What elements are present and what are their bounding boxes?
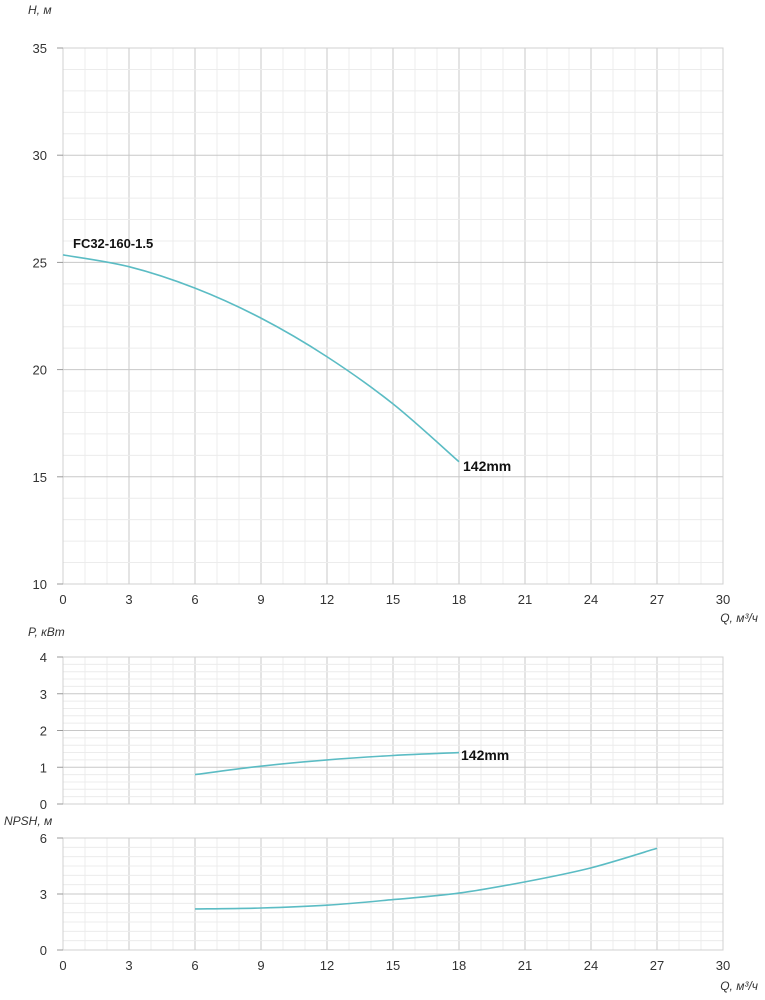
- y-tick-label: 35: [33, 41, 47, 56]
- x-tick-label: 3: [125, 592, 132, 607]
- x-tick-label: 27: [650, 958, 664, 973]
- curve-label: 142mm: [463, 458, 511, 474]
- x-tick-label: 3: [125, 958, 132, 973]
- x-tick-label: 15: [386, 958, 400, 973]
- y-tick-label: 3: [40, 687, 47, 702]
- y-tick-label: 25: [33, 255, 47, 270]
- y-axis-label: NPSH, м: [4, 814, 52, 828]
- y-tick-label: 3: [40, 887, 47, 902]
- x-tick-label: 30: [716, 592, 730, 607]
- x-tick-label: 21: [518, 592, 532, 607]
- x-tick-label: 0: [59, 958, 66, 973]
- y-axis-label: H, м: [28, 3, 52, 17]
- x-axis-label: Q, м³/ч: [720, 611, 758, 625]
- y-axis-label: P, кВт: [28, 625, 65, 639]
- y-tick-label: 6: [40, 831, 47, 846]
- y-tick-label: 0: [40, 943, 47, 958]
- x-tick-label: 27: [650, 592, 664, 607]
- x-tick-label: 18: [452, 958, 466, 973]
- y-tick-label: 2: [40, 724, 47, 739]
- plot-frame: [62, 47, 724, 585]
- x-tick-label: 9: [257, 958, 264, 973]
- x-tick-label: 0: [59, 592, 66, 607]
- x-tick-label: 24: [584, 958, 598, 973]
- y-tick-label: 10: [33, 577, 47, 592]
- x-tick-label: 12: [320, 592, 334, 607]
- series-line-head: [62, 254, 460, 463]
- y-tick-label: 20: [33, 363, 47, 378]
- y-tick-label: 4: [40, 650, 47, 665]
- curve-label: 142mm: [461, 747, 509, 763]
- x-tick-label: 9: [257, 592, 264, 607]
- series-line-power: [194, 751, 460, 776]
- y-tick-label: 0: [40, 797, 47, 812]
- y-tick-label: 15: [33, 470, 47, 485]
- y-tick-label: 30: [33, 148, 47, 163]
- x-tick-label: 30: [716, 958, 730, 973]
- x-tick-label: 12: [320, 958, 334, 973]
- x-axis-label: Q, м³/ч: [720, 979, 758, 993]
- x-tick-label: 21: [518, 958, 532, 973]
- model-label: FC32-160-1.5: [73, 236, 153, 251]
- x-tick-label: 18: [452, 592, 466, 607]
- x-tick-label: 15: [386, 592, 400, 607]
- x-tick-label: 24: [584, 592, 598, 607]
- series-line-npsh: [194, 847, 658, 910]
- y-tick-label: 1: [40, 760, 47, 775]
- x-tick-label: 6: [191, 592, 198, 607]
- x-tick-label: 6: [191, 958, 198, 973]
